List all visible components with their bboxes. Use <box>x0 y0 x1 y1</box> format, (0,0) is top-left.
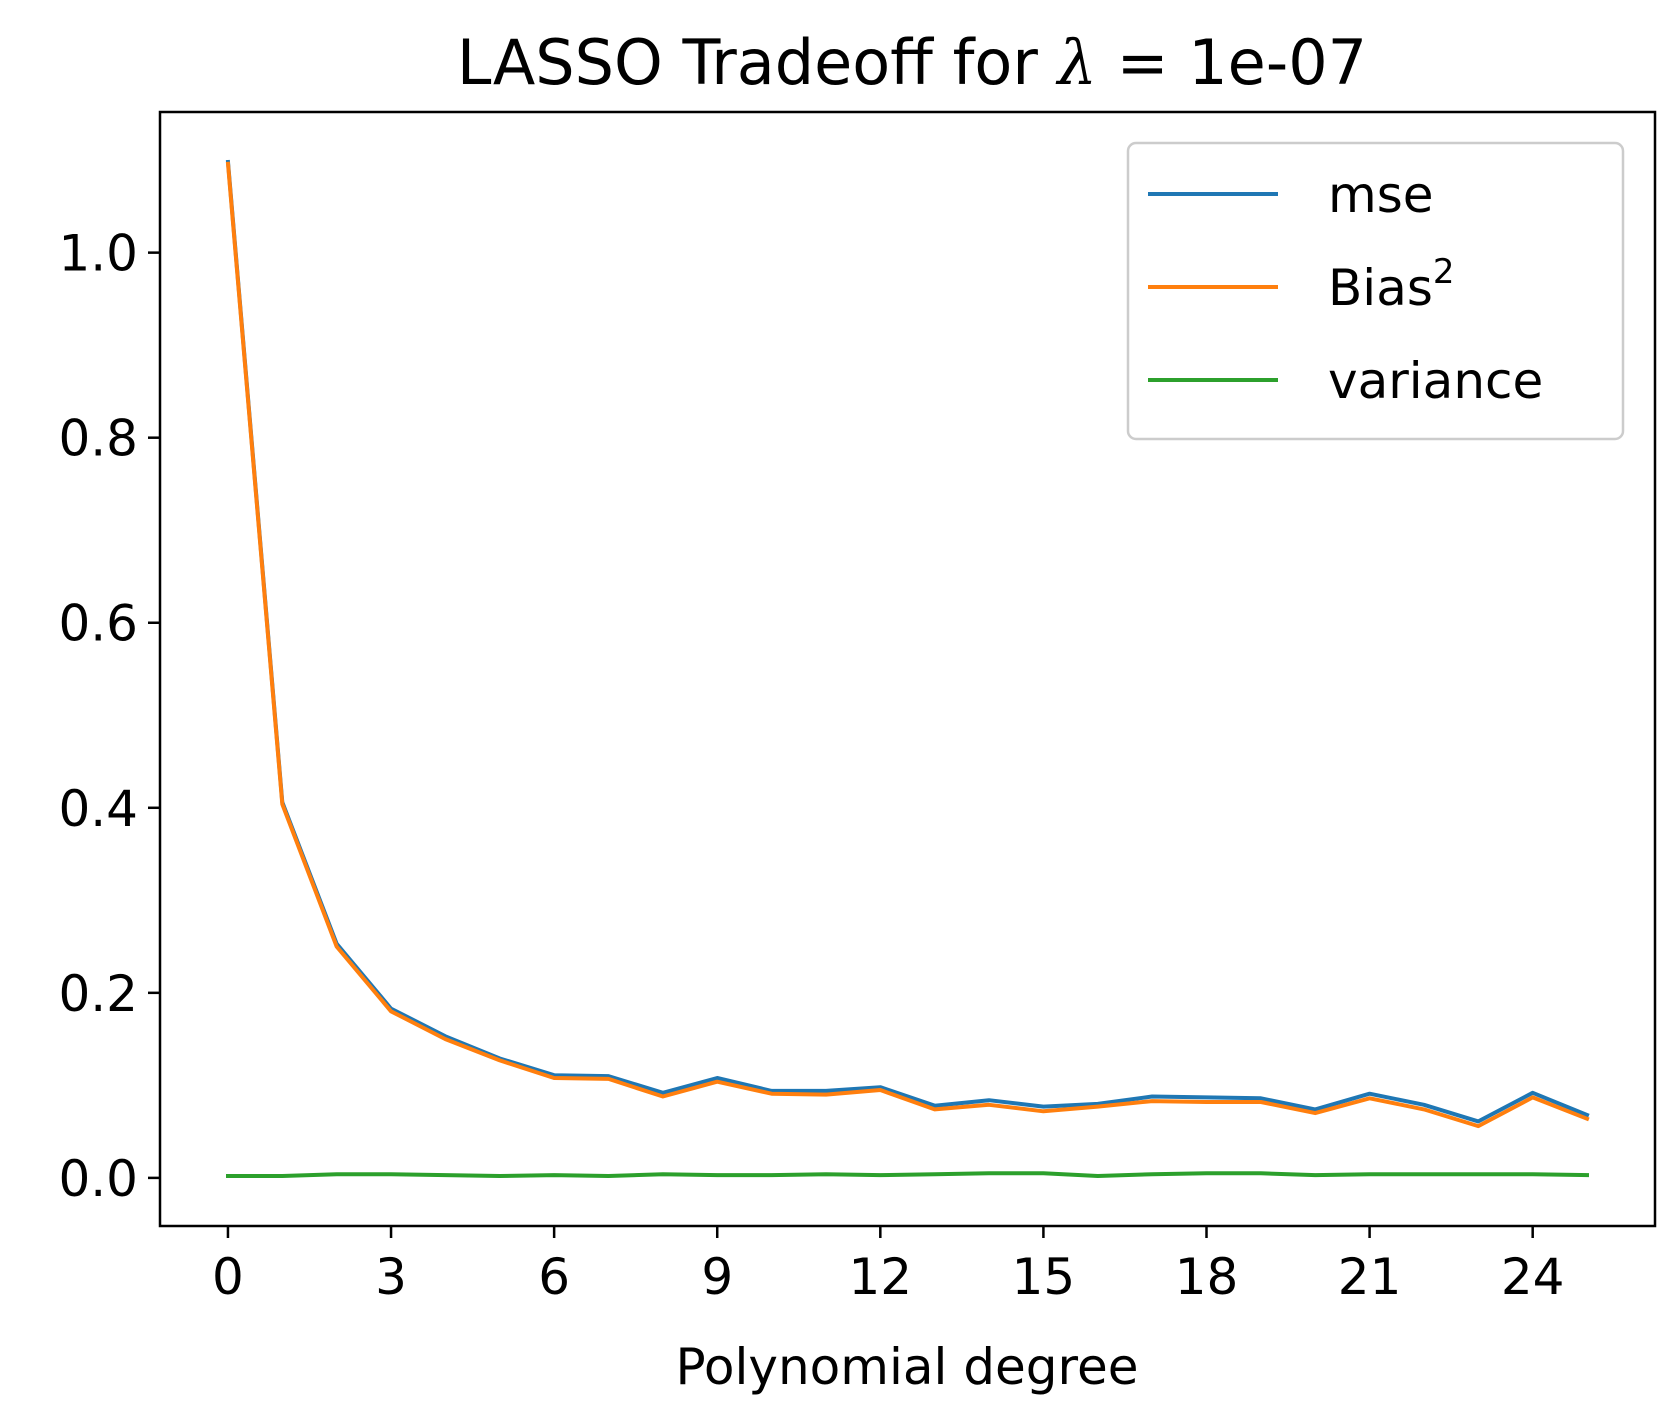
series-line-variance <box>228 1173 1587 1176</box>
legend-label-mse: mse <box>1328 166 1434 224</box>
y-tick-label: 0.4 <box>58 780 138 838</box>
x-axis-label: Polynomial degree <box>676 1338 1139 1396</box>
chart-title-prefix: LASSO Tradeoff for <box>457 26 1058 99</box>
y-tick-label: 0.0 <box>58 1150 138 1208</box>
y-tick-label: 0.6 <box>58 595 138 653</box>
x-tick-label: 21 <box>1338 1248 1402 1306</box>
chart-title-lambda: λ <box>1055 26 1097 99</box>
x-tick-label: 3 <box>375 1248 407 1306</box>
y-tick-label: 1.0 <box>58 225 138 283</box>
chart-title: LASSO Tradeoff for λ = 1e-07 <box>457 26 1367 99</box>
legend-label-variance: variance <box>1328 352 1543 410</box>
x-tick-label: 18 <box>1175 1248 1239 1306</box>
legend-label-text: Bias <box>1328 259 1433 317</box>
x-tick-label: 9 <box>701 1248 733 1306</box>
x-tick-label: 6 <box>538 1248 570 1306</box>
legend: mse Bias2 variance <box>1128 143 1623 439</box>
x-tick-label: 0 <box>212 1248 244 1306</box>
y-tick-label: 0.8 <box>58 410 138 468</box>
legend-label-superscript: 2 <box>1433 252 1455 292</box>
legend-label-text: mse <box>1328 166 1434 224</box>
x-tick-label: 15 <box>1012 1248 1076 1306</box>
x-tick-label: 12 <box>849 1248 913 1306</box>
chart-title-suffix: = 1e-07 <box>1097 26 1367 99</box>
x-tick-label: 24 <box>1501 1248 1565 1306</box>
legend-label-text: variance <box>1328 352 1543 410</box>
y-tick-label: 0.2 <box>58 965 138 1023</box>
